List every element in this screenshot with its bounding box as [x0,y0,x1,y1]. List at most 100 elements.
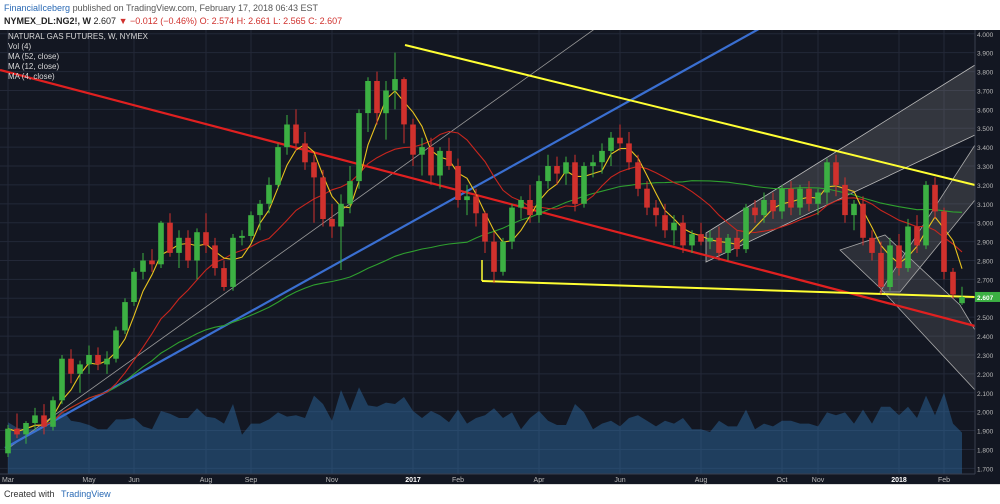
candle[interactable] [284,115,290,155]
candle[interactable] [950,268,956,299]
publisher-name[interactable]: FinancialIceberg [4,3,71,13]
candle[interactable] [86,345,92,374]
candle[interactable] [473,188,479,227]
candles[interactable] [5,52,965,457]
candle[interactable] [329,203,335,238]
candle[interactable] [563,156,569,185]
candle[interactable] [50,396,56,431]
candle[interactable] [914,215,920,253]
candle[interactable] [14,413,20,439]
candle[interactable] [95,347,101,371]
candle[interactable] [941,207,947,280]
candle[interactable] [455,158,461,208]
candle[interactable] [77,360,83,393]
candle[interactable] [68,349,74,384]
candle[interactable] [158,220,164,269]
candle[interactable] [374,71,380,125]
candle[interactable] [896,234,902,276]
candle[interactable] [626,132,632,170]
candle[interactable] [617,124,623,151]
candle[interactable] [401,77,407,144]
candle[interactable] [41,404,47,435]
candle[interactable] [122,298,128,335]
candle[interactable] [779,184,785,219]
candle[interactable] [275,143,281,189]
candle[interactable] [725,234,731,261]
candle[interactable] [662,203,668,238]
candle[interactable] [437,147,443,189]
candle[interactable] [5,424,11,457]
candle[interactable] [239,230,245,246]
candle[interactable] [23,421,29,444]
candle[interactable] [581,162,587,208]
candle[interactable] [923,181,929,250]
chart-area[interactable]: 4.000 3.900 3.800 3.700 3.600 3.500 3.400 3.300… [0,17,1000,484]
candle[interactable] [635,154,641,197]
candle[interactable] [869,230,875,261]
candle[interactable] [590,154,596,178]
candle[interactable] [365,77,371,133]
candle[interactable] [680,215,686,253]
candle[interactable] [428,137,434,185]
candle[interactable] [419,137,425,176]
candle[interactable] [698,222,704,246]
candle[interactable] [572,154,578,212]
tradingview-logo[interactable]: TradingView [61,489,111,499]
candle[interactable] [770,192,776,219]
candle[interactable] [491,232,497,284]
candle[interactable] [851,200,857,231]
candle[interactable] [842,177,848,223]
price-chart[interactable]: 4.000 3.900 3.800 3.700 3.600 3.500 3.400 3.300… [0,17,1000,484]
candle[interactable] [248,211,254,242]
candle[interactable] [356,109,362,189]
candle[interactable] [257,200,263,231]
candle[interactable] [203,213,209,253]
candle[interactable] [410,118,416,167]
candle[interactable] [311,154,317,223]
candle[interactable] [140,252,146,280]
candle[interactable] [212,237,218,276]
candle[interactable] [887,237,893,291]
candle[interactable] [176,230,182,269]
candle[interactable] [644,181,650,216]
candle[interactable] [32,407,38,431]
candle[interactable] [806,181,812,212]
candle[interactable] [59,354,65,405]
candle[interactable] [500,237,506,276]
candle[interactable] [266,177,272,214]
candle[interactable] [482,211,488,253]
candle[interactable] [833,154,839,197]
candle[interactable] [905,218,911,272]
candle[interactable] [464,184,470,216]
candle[interactable] [824,158,830,204]
candle[interactable] [716,226,722,261]
candle[interactable] [797,184,803,216]
candle[interactable] [320,169,326,227]
candle[interactable] [527,184,533,223]
candle[interactable] [167,213,173,257]
candle[interactable] [545,154,551,189]
candle[interactable] [131,268,137,306]
candle[interactable] [104,351,110,374]
candle[interactable] [860,196,866,246]
candle[interactable] [653,200,659,227]
candle[interactable] [230,234,236,291]
candle[interactable] [689,230,695,253]
candle[interactable] [788,181,794,216]
candle[interactable] [383,81,389,140]
candle[interactable] [536,175,542,223]
candle[interactable] [734,230,740,257]
candle[interactable] [392,52,398,110]
candle[interactable] [599,143,605,174]
candle[interactable] [707,230,713,250]
candle[interactable] [554,156,560,185]
candle[interactable] [446,137,452,170]
candle[interactable] [932,177,938,219]
candle[interactable] [509,203,515,250]
candle[interactable] [752,200,758,223]
candle[interactable] [185,230,191,269]
candle[interactable] [149,249,155,272]
candle[interactable] [302,132,308,170]
candle[interactable] [761,192,767,223]
candle[interactable] [338,194,344,270]
